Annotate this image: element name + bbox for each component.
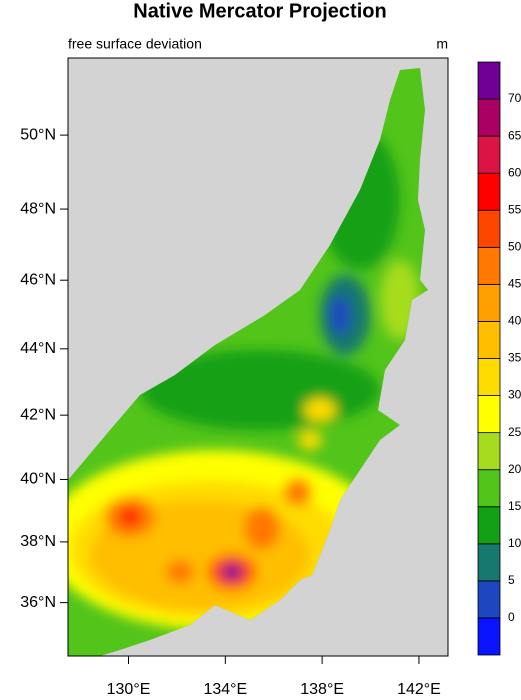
blob [304, 398, 336, 422]
y-tick-label: 44°N [20, 340, 56, 357]
x-tick-label: 138°E [300, 681, 344, 698]
y-tick-label: 48°N [20, 200, 56, 217]
colorbar-label: 70 [508, 91, 521, 105]
y-tick-label: 36°N [20, 594, 56, 611]
colorbar-box [477, 135, 501, 174]
blob [120, 508, 140, 526]
blob [166, 560, 194, 584]
y-tick-label: 42°N [20, 406, 56, 423]
colorbar-label: 15 [508, 499, 521, 513]
colorbar-label: 65 [508, 128, 521, 142]
colorbar-box [477, 395, 501, 434]
colorbar-box [477, 617, 501, 656]
colorbar-label: 5 [508, 573, 515, 587]
blob [284, 478, 312, 506]
blob [244, 506, 280, 550]
colorbar-label: 25 [508, 425, 521, 439]
x-tick-label: 130°E [107, 681, 151, 698]
y-tick-label: 40°N [20, 471, 56, 488]
colorbar-label: 30 [508, 388, 521, 402]
colorbar-box [477, 358, 501, 396]
y-tick-label: 46°N [20, 271, 56, 288]
chart-title: Native Mercator Projection [133, 0, 386, 22]
colorbar-label: 35 [508, 351, 521, 365]
blob [298, 430, 322, 450]
colorbar-box [477, 580, 501, 619]
x-tick-label: 142°E [397, 681, 441, 698]
colorbar-label: 50 [508, 239, 521, 253]
colorbar-label: 55 [508, 202, 521, 216]
x-tick-label: 134°E [203, 681, 247, 698]
colorbar-box [477, 283, 501, 322]
colorbar-box [477, 543, 501, 582]
colorbar-label: 0 [508, 610, 515, 624]
map-frame [67, 57, 449, 657]
colorbar-box [477, 506, 501, 545]
field-blobs [68, 130, 420, 630]
colorbar-box [477, 172, 501, 211]
subtitle-right: m [436, 36, 448, 52]
y-tick-label: 38°N [20, 533, 56, 550]
colorbar-box [477, 61, 501, 100]
blob [330, 295, 350, 335]
colorbar-box [477, 321, 501, 359]
colorbar-box [477, 246, 501, 285]
colorbar-label: 40 [508, 314, 521, 328]
colorbar-label: 60 [508, 165, 521, 179]
colorbar-label: 20 [508, 462, 521, 476]
colorbar-box [477, 469, 501, 508]
colorbar-box [477, 98, 501, 137]
colorbar-label: 45 [508, 277, 521, 291]
blob [222, 564, 242, 580]
colorbar-box [477, 432, 501, 471]
subtitle-left: free surface deviation [68, 36, 202, 52]
colorbar-box [477, 209, 501, 248]
y-tick-label: 50°N [20, 126, 56, 143]
colorbar-label: 10 [508, 536, 521, 550]
